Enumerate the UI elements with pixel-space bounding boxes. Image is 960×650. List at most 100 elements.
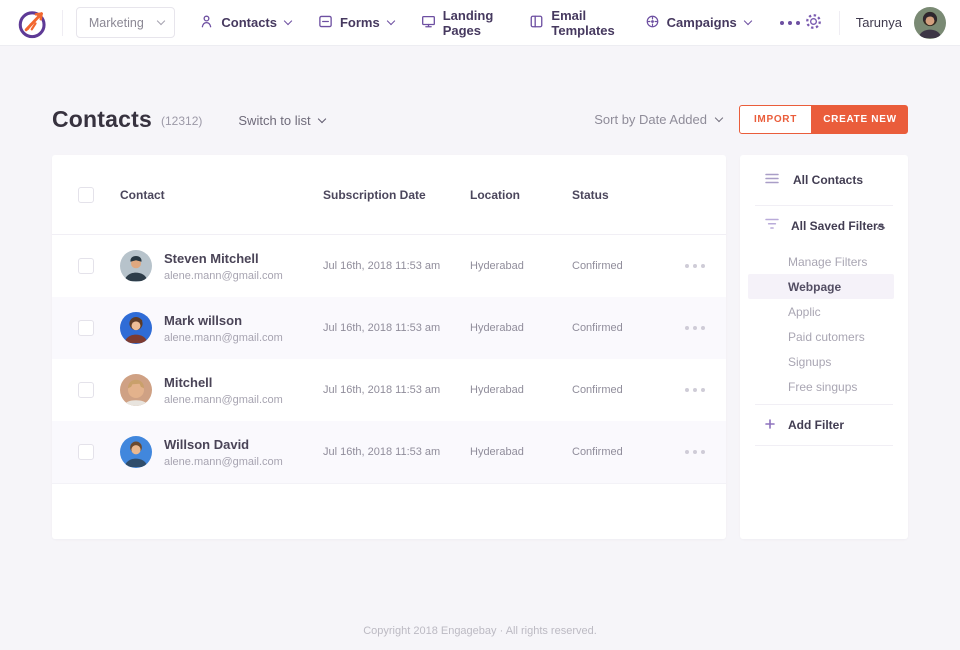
- plus-icon: [765, 416, 775, 434]
- row-checkbox[interactable]: [78, 382, 94, 398]
- all-saved-filters-label: All Saved Filters: [791, 219, 885, 233]
- contact-name: Willson David: [164, 436, 250, 452]
- page-header: Contacts (12312) Switch to list Sort by …: [52, 102, 908, 136]
- row-menu-button[interactable]: [677, 450, 726, 454]
- nav-campaigns[interactable]: Campaigns: [645, 14, 752, 32]
- filter-item-manage-filters[interactable]: Manage Filters: [788, 254, 868, 269]
- contact-avatar: [120, 250, 152, 282]
- chevron-down-icon: [386, 16, 395, 26]
- chevron-down-icon: [283, 16, 293, 26]
- main-nav: Contacts Forms Landing Pages: [199, 8, 801, 38]
- divider: [62, 9, 63, 36]
- person-icon: [199, 14, 214, 32]
- row-menu-button[interactable]: [677, 326, 726, 330]
- workspace-selector[interactable]: Marketing: [75, 7, 176, 38]
- contact-name: Mitchell: [164, 374, 213, 390]
- saved-filters-list: Manage Filters Webpage Applic Paid cutom…: [740, 246, 908, 404]
- more-menu-icon[interactable]: [778, 17, 802, 29]
- column-header-subscription-date: Subscription Date: [323, 187, 426, 202]
- select-all-checkbox[interactable]: [78, 186, 94, 203]
- filter-item-paid-cutomers[interactable]: Paid cutomers: [788, 329, 865, 344]
- nav-label: Landing Pages: [442, 7, 494, 38]
- chevron-down-icon: [157, 16, 166, 26]
- page-title: Contacts: [52, 105, 153, 132]
- all-contacts-label: All Contacts: [793, 173, 864, 187]
- contact-email: alene.mann@gmail.com: [164, 269, 283, 282]
- contacts-table: Contact Subscription Date Location Statu…: [52, 155, 726, 539]
- contact-email: alene.mann@gmail.com: [164, 393, 283, 406]
- filter-item-free-singups[interactable]: Free singups: [788, 379, 858, 394]
- subscription-date: Jul 16th, 2018 11:53 am: [323, 384, 441, 396]
- switch-to-list-dropdown[interactable]: Switch to list: [238, 113, 326, 128]
- nav-label: Email Templates: [551, 7, 615, 38]
- add-filter-button[interactable]: Add Filter: [740, 405, 908, 445]
- table-row[interactable]: Steven Mitchell alene.mann@gmail.com Jul…: [52, 235, 726, 297]
- divider: [52, 483, 726, 484]
- import-button[interactable]: IMPORT: [739, 104, 812, 134]
- nav-label: Contacts: [221, 15, 277, 30]
- nav-label: Campaigns: [666, 15, 737, 30]
- list-icon: [765, 171, 779, 189]
- column-header-status: Status: [572, 187, 609, 202]
- add-filter-label: Add Filter: [788, 418, 844, 432]
- table-row[interactable]: Willson David alene.mann@gmail.com Jul 1…: [52, 421, 726, 483]
- chevron-down-icon: [317, 114, 326, 124]
- nav-label: Forms: [339, 15, 380, 30]
- divider: [755, 445, 893, 446]
- form-icon: [318, 14, 333, 32]
- filter-item-applic[interactable]: Applic: [788, 304, 821, 319]
- location: Hyderabad: [470, 384, 524, 396]
- brand-logo-icon[interactable]: [16, 6, 50, 40]
- user-name: Tarunya: [855, 15, 902, 30]
- row-checkbox[interactable]: [78, 258, 94, 274]
- chevron-down-icon: [743, 16, 752, 26]
- row-menu-button[interactable]: [677, 264, 726, 268]
- nav-forms[interactable]: Forms: [318, 14, 395, 32]
- status: Confirmed: [572, 446, 623, 458]
- target-icon: [645, 14, 660, 32]
- table-row[interactable]: Mark willson alene.mann@gmail.com Jul 16…: [52, 297, 726, 359]
- row-checkbox[interactable]: [78, 320, 94, 336]
- top-navigation: Marketing Contacts Forms: [0, 0, 960, 46]
- create-new-button[interactable]: CREATE NEW: [812, 104, 908, 134]
- chevron-down-icon: [714, 113, 724, 122]
- filter-funnel-icon: [765, 217, 779, 235]
- sort-by-dropdown[interactable]: Sort by Date Added: [594, 111, 724, 127]
- nav-landing-pages[interactable]: Landing Pages: [421, 8, 503, 38]
- contact-avatar: [120, 436, 152, 468]
- filters-sidebar: All Contacts All Saved Filters Manage Fi…: [740, 155, 908, 539]
- nav-contacts[interactable]: Contacts: [199, 14, 293, 32]
- location: Hyderabad: [470, 260, 524, 272]
- location: Hyderabad: [470, 446, 524, 458]
- sort-by-label: Sort by Date Added: [594, 111, 707, 127]
- status: Confirmed: [572, 384, 623, 396]
- layout-columns-icon: [529, 14, 544, 32]
- contact-avatar: [120, 312, 152, 344]
- topnav-right: Tarunya: [802, 6, 946, 39]
- contact-email: alene.mann@gmail.com: [164, 331, 283, 344]
- subscription-date: Jul 16th, 2018 11:53 am: [323, 446, 441, 458]
- status: Confirmed: [572, 322, 623, 334]
- subscription-date: Jul 16th, 2018 11:53 am: [323, 260, 441, 272]
- divider: [838, 10, 840, 35]
- monitor-icon: [421, 14, 436, 32]
- footer-copyright: Copyright 2018 Engagebay · All rights re…: [363, 625, 597, 637]
- contact-avatar: [120, 374, 152, 406]
- sidebar-item-all-contacts[interactable]: All Contacts: [740, 155, 908, 205]
- workspace-label: Marketing: [88, 15, 144, 30]
- row-checkbox[interactable]: [78, 444, 94, 460]
- table-header-row: Contact Subscription Date Location Statu…: [52, 155, 726, 235]
- settings-button[interactable]: [802, 10, 825, 36]
- divider: [755, 404, 893, 405]
- filter-item-signups[interactable]: Signups: [788, 354, 832, 369]
- nav-email-templates[interactable]: Email Templates: [529, 8, 617, 38]
- contact-email: alene.mann@gmail.com: [164, 455, 283, 468]
- user-avatar[interactable]: [914, 6, 946, 39]
- status: Confirmed: [572, 260, 623, 272]
- filter-item-webpage[interactable]: Webpage: [748, 274, 894, 299]
- location: Hyderabad: [470, 322, 524, 334]
- row-menu-button[interactable]: [677, 388, 726, 392]
- table-row[interactable]: Mitchell alene.mann@gmail.com Jul 16th, …: [52, 359, 726, 421]
- gear-icon: [804, 12, 823, 34]
- sidebar-item-all-saved-filters[interactable]: All Saved Filters: [740, 206, 908, 246]
